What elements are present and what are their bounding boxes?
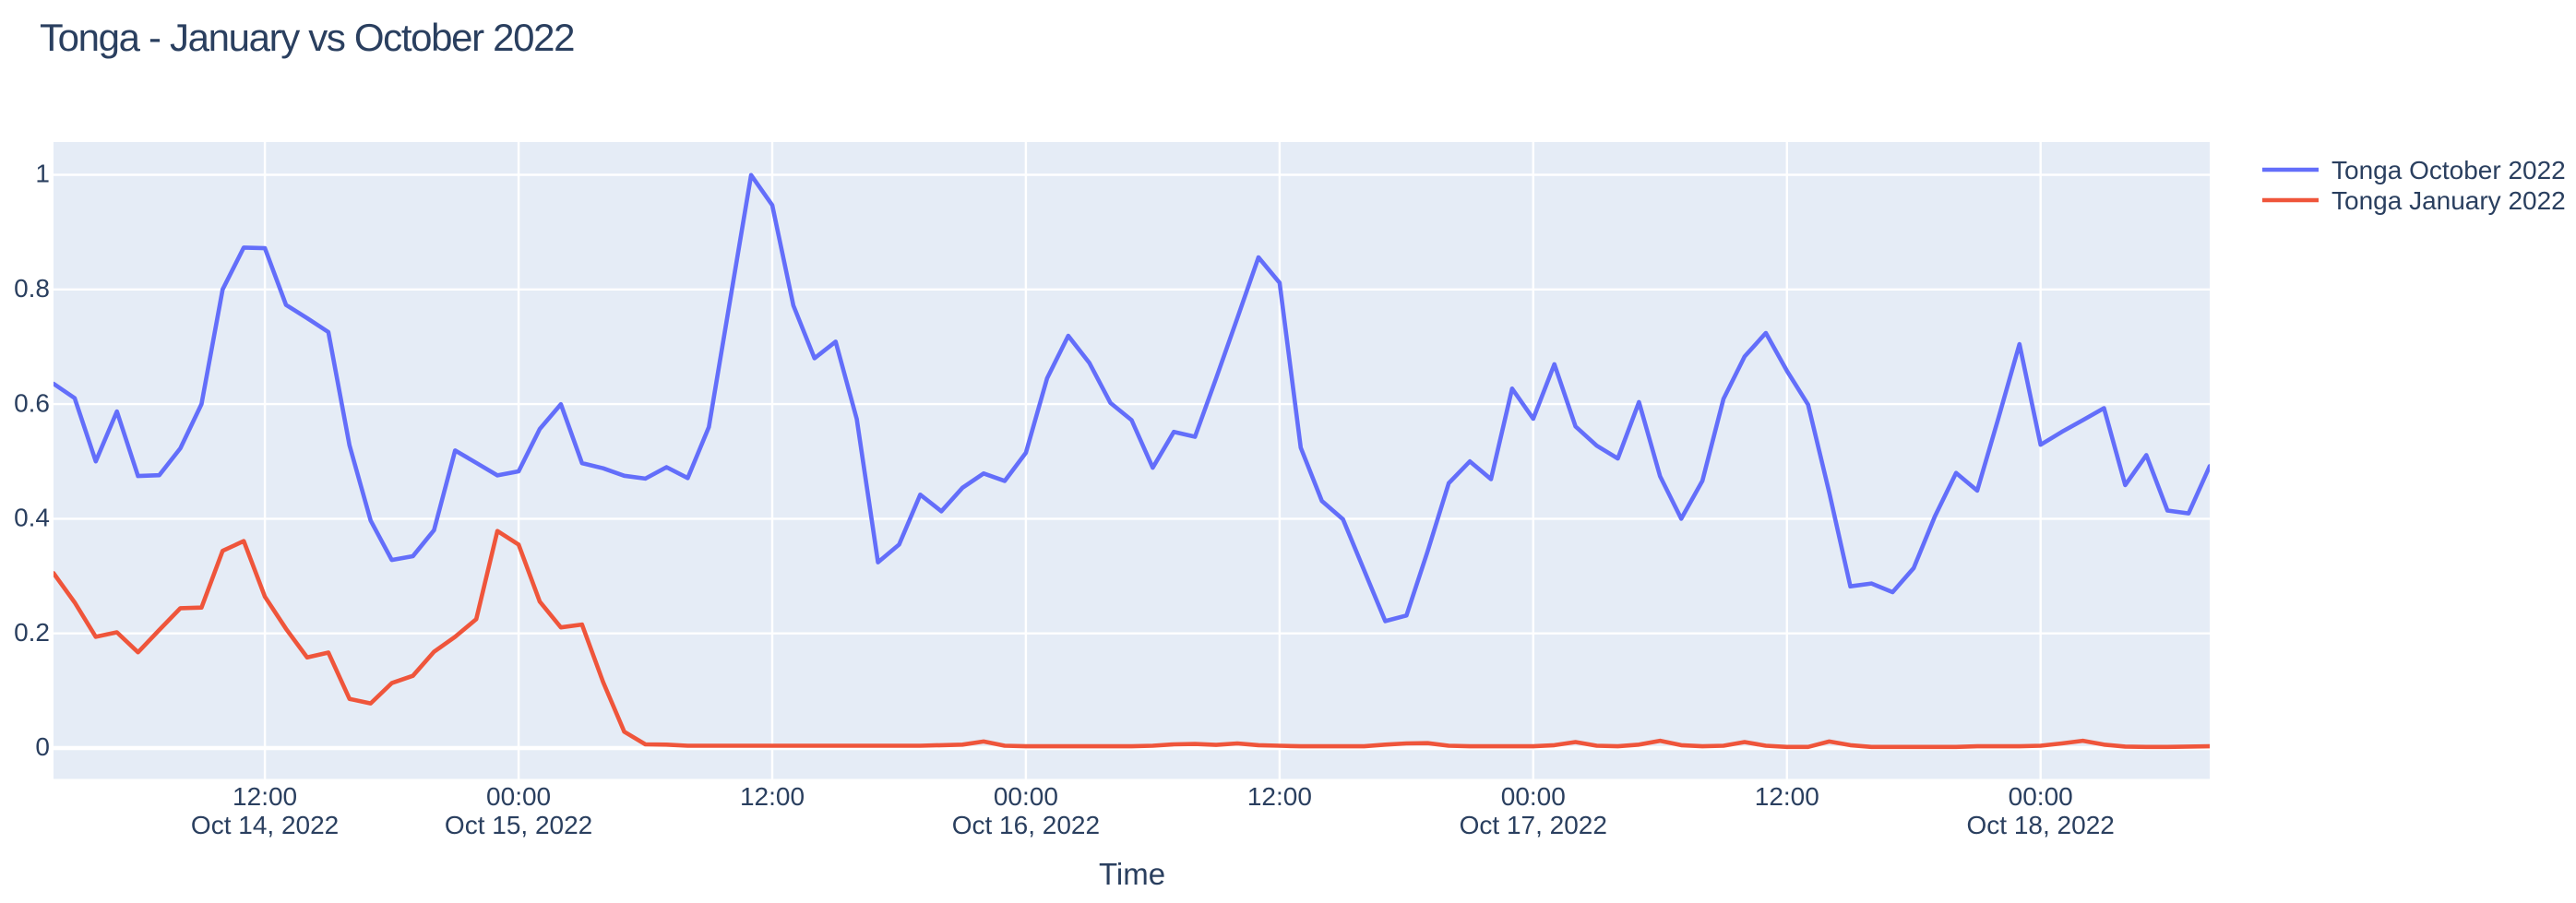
svg-text:0.2: 0.2 [14,618,50,647]
svg-text:Oct 15, 2022: Oct 15, 2022 [445,811,592,839]
svg-text:Tonga - January vs October 202: Tonga - January vs October 2022 [40,16,574,59]
svg-text:1: 1 [35,160,50,188]
svg-text:Tonga October 2022: Tonga October 2022 [2332,156,2566,184]
svg-text:12:00: 12:00 [1247,782,1312,811]
svg-text:Oct 16, 2022: Oct 16, 2022 [952,811,1100,839]
svg-text:12:00: 12:00 [1755,782,1819,811]
svg-text:00:00: 00:00 [994,782,1058,811]
svg-text:12:00: 12:00 [740,782,805,811]
svg-text:Tonga January 2022: Tonga January 2022 [2332,186,2566,215]
svg-text:0.6: 0.6 [14,388,50,417]
svg-text:Oct 14, 2022: Oct 14, 2022 [191,811,339,839]
svg-text:0.4: 0.4 [14,504,50,532]
svg-text:0: 0 [35,732,50,761]
svg-text:00:00: 00:00 [1501,782,1566,811]
svg-text:Oct 18, 2022: Oct 18, 2022 [1967,811,2115,839]
svg-text:0.8: 0.8 [14,274,50,303]
svg-text:12:00: 12:00 [233,782,297,811]
svg-text:00:00: 00:00 [486,782,551,811]
svg-text:Oct 17, 2022: Oct 17, 2022 [1460,811,1607,839]
svg-text:00:00: 00:00 [2009,782,2073,811]
svg-text:Time: Time [1099,857,1165,891]
